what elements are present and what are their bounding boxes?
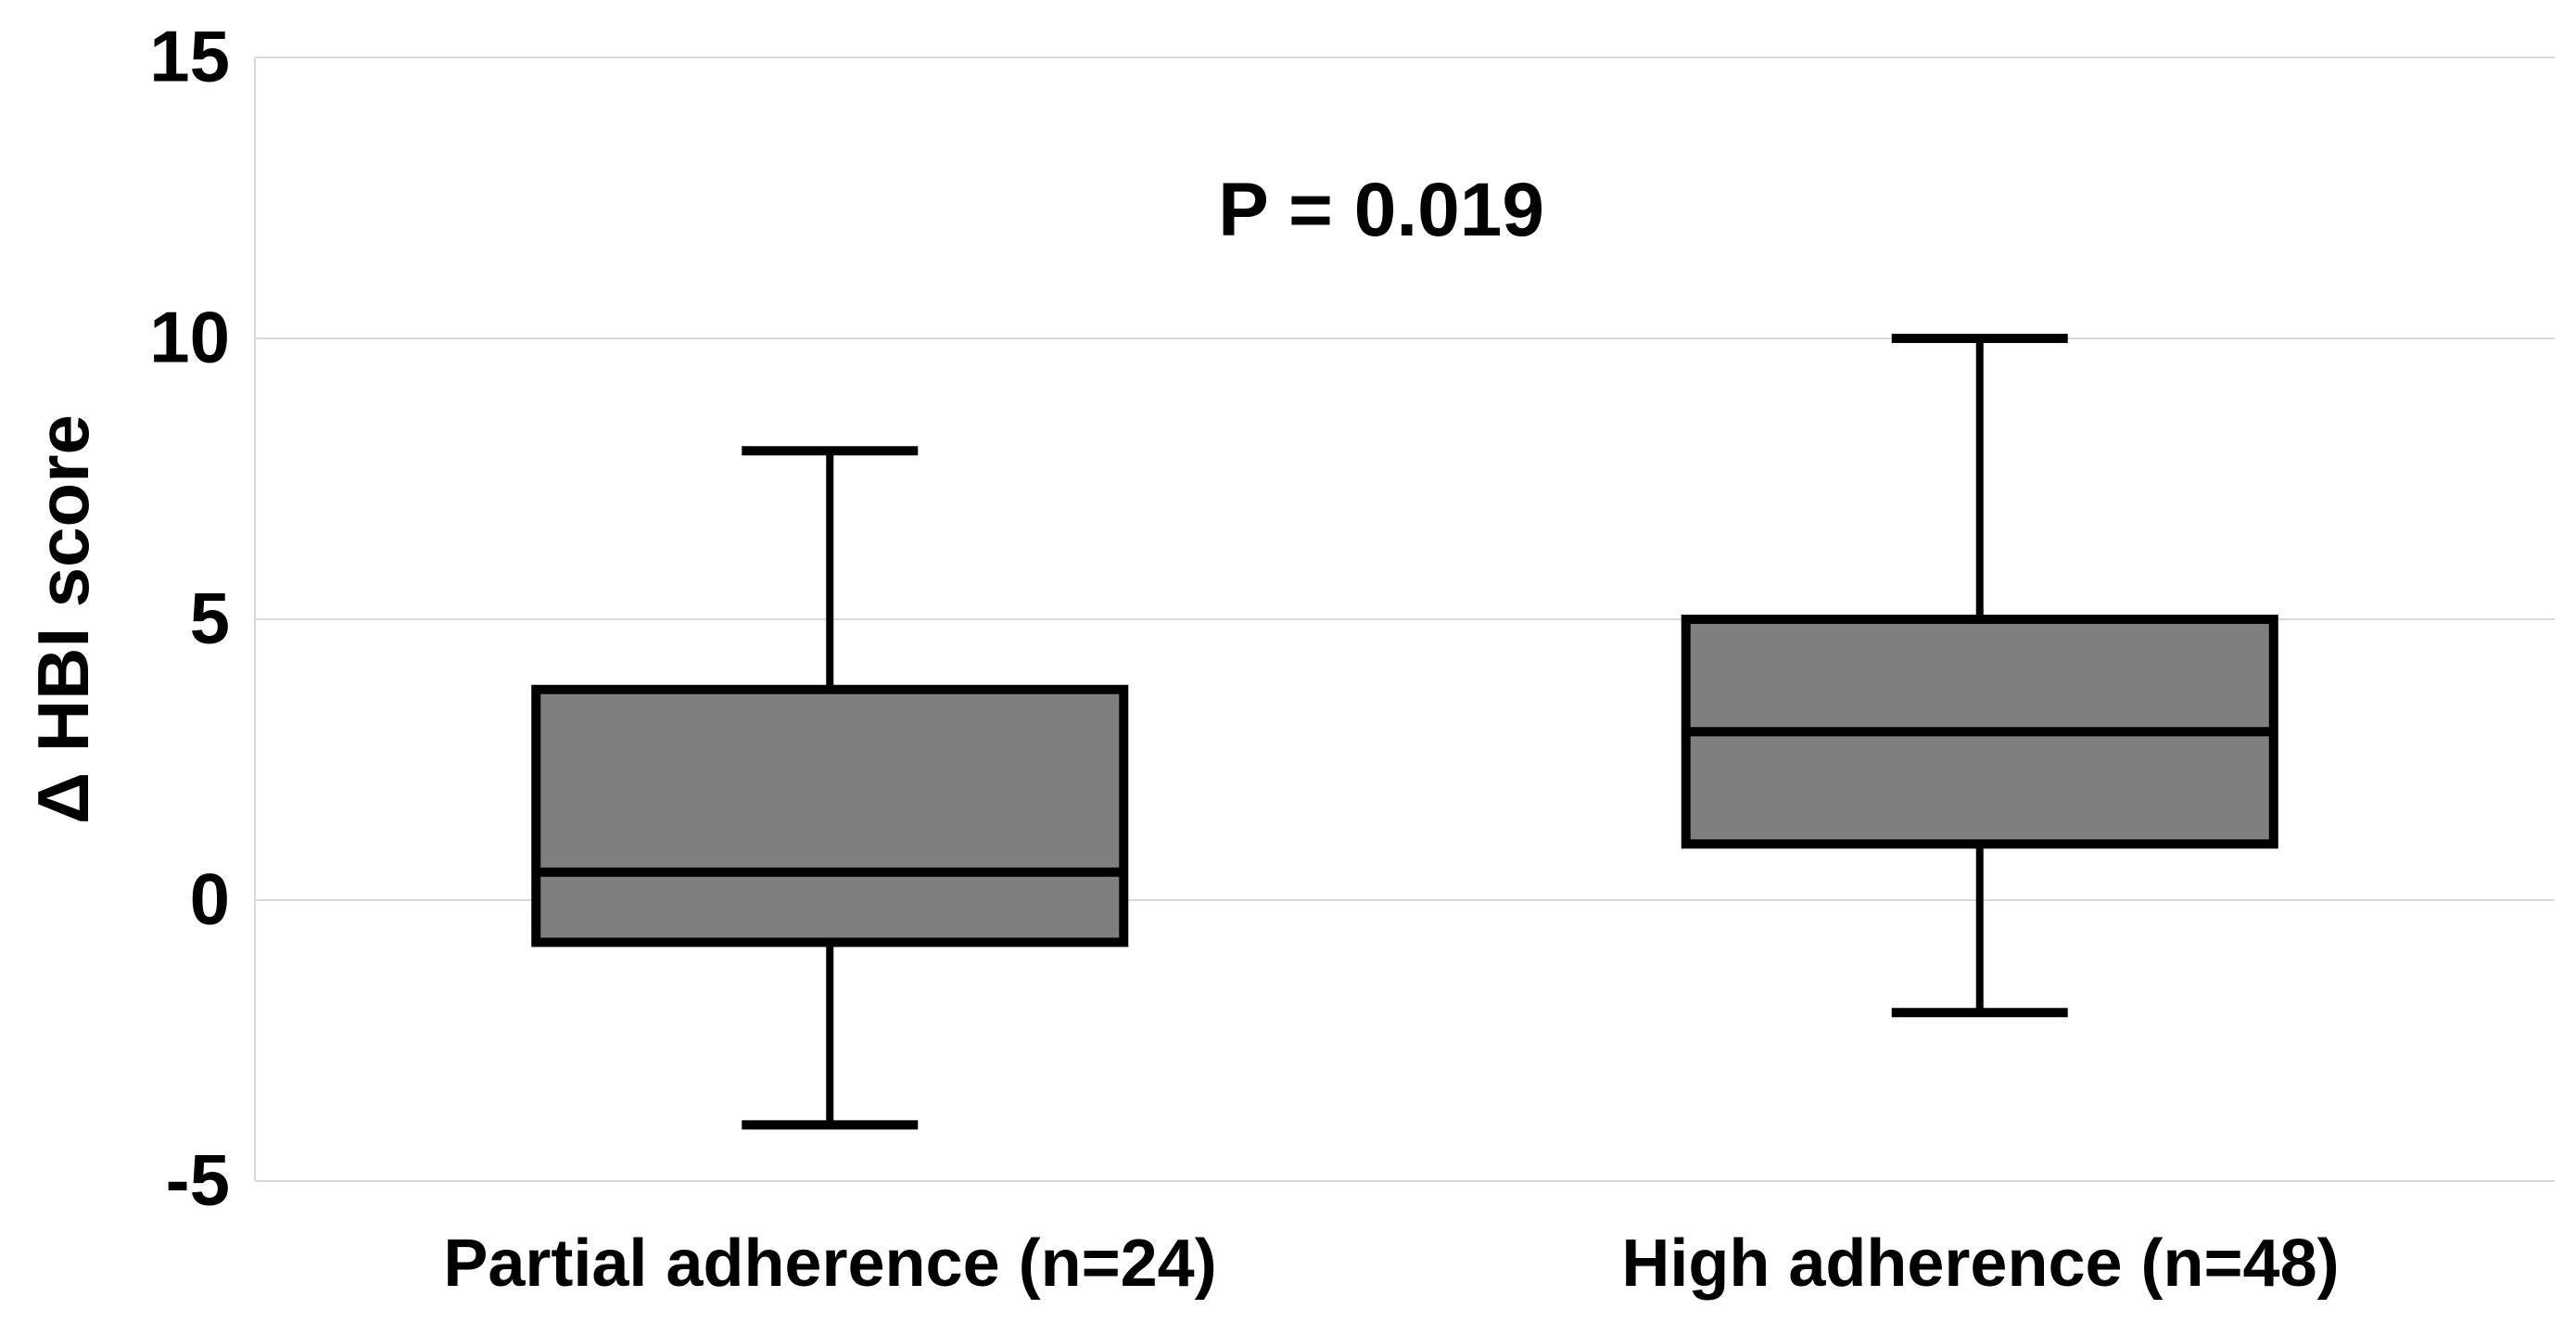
p-value-annotation: P = 0.019 xyxy=(1218,168,1544,252)
x-category-label-high-adherence: High adherence (n=48) xyxy=(1621,1227,2340,1301)
y-tick-label: -5 xyxy=(165,1138,230,1221)
y-tick-label: 10 xyxy=(149,296,230,378)
y-tick-label: 0 xyxy=(189,858,230,940)
x-category-label-partial-adherence: Partial adherence (n=24) xyxy=(443,1227,1217,1301)
y-tick-label: 15 xyxy=(149,15,230,97)
iqr-box xyxy=(531,684,1129,947)
y-tick-label: 5 xyxy=(189,577,230,659)
